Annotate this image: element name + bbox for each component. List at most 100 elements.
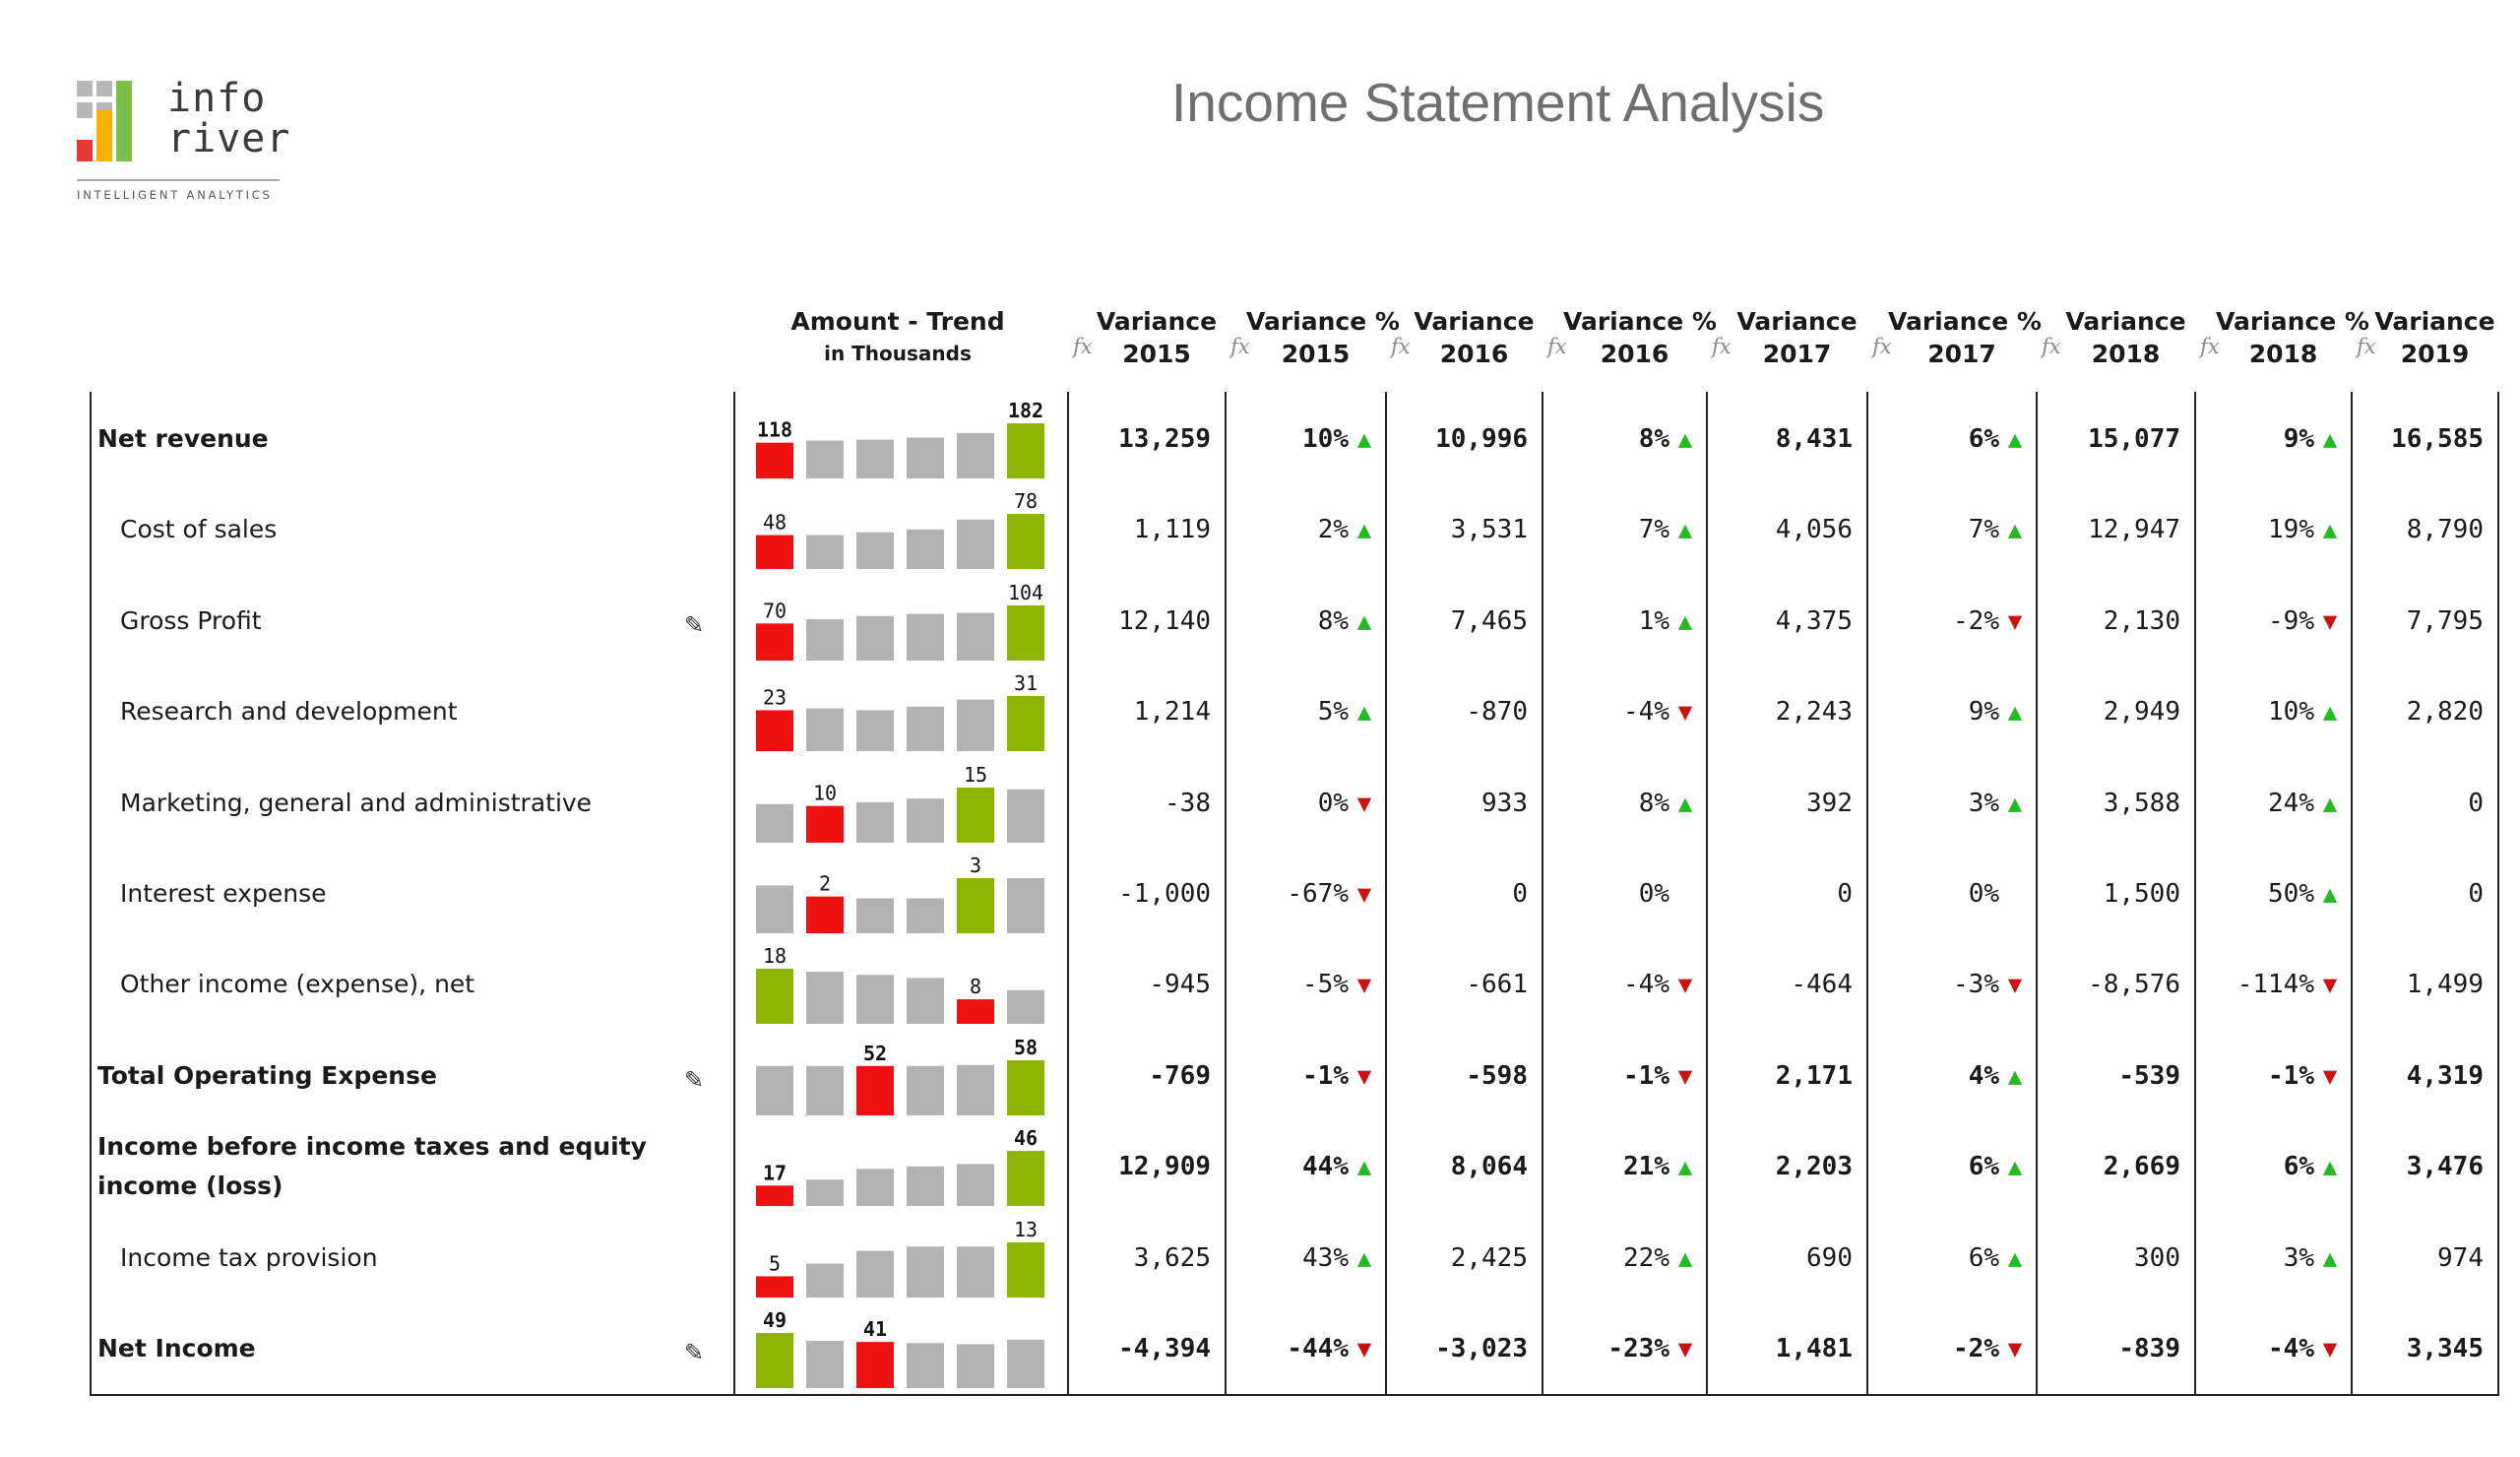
table-row[interactable]: Cost of sales 48 78 1,119 2% ▲ 3,531 7% ▲ 4,056 7%…	[90, 484, 2497, 575]
fx-icon[interactable]: fx	[1712, 335, 1732, 358]
variance-cell[interactable]: 15,077	[2088, 424, 2180, 454]
variance-percent-cell[interactable]: 8% ▲	[1542, 394, 1698, 484]
trend-bar[interactable]	[907, 898, 944, 933]
trend-bar[interactable]	[1007, 604, 1044, 661]
trend-bar[interactable]	[856, 1342, 894, 1388]
trend-bar[interactable]	[907, 530, 944, 570]
trend-bar[interactable]	[806, 805, 844, 843]
variance-cell[interactable]: 2,425	[1450, 1242, 1528, 1273]
variance-percent-cell[interactable]: 44% ▲	[1225, 1121, 1377, 1212]
variance-cell[interactable]: -539	[2118, 1060, 2180, 1091]
trend-bar[interactable]	[1007, 789, 1044, 843]
variance-cell[interactable]: 3,625	[1133, 1242, 1211, 1273]
trend-bar[interactable]	[957, 520, 994, 570]
variance-percent-cell[interactable]: 3% ▲	[2194, 1213, 2343, 1303]
trend-bar[interactable]	[1007, 1241, 1044, 1298]
variance-percent-cell[interactable]: 2% ▲	[1225, 484, 1377, 575]
trend-bar[interactable]	[806, 896, 844, 933]
variance-cell[interactable]: 12,909	[1118, 1152, 1211, 1182]
fx-icon[interactable]: fx	[2200, 335, 2220, 358]
fx-icon[interactable]: fx	[1547, 335, 1567, 358]
trend-bar[interactable]	[907, 613, 944, 661]
variance-cell[interactable]: 0	[2468, 788, 2484, 818]
variance-cell[interactable]: 1,500	[2103, 879, 2180, 909]
variance-percent-cell[interactable]: 10% ▲	[1225, 394, 1377, 484]
variance-percent-cell[interactable]: 4% ▲	[1866, 1031, 2028, 1121]
variance-percent-cell[interactable]: 6% ▲	[1866, 394, 2028, 484]
variance-percent-cell[interactable]: 0%	[1968, 879, 1999, 909]
variance-percent-cell[interactable]: -4% ▼	[1542, 939, 1698, 1030]
variance-percent-cell[interactable]: 6% ▲	[1866, 1121, 2028, 1212]
variance-cell[interactable]: 7,465	[1450, 605, 1528, 636]
trend-bar[interactable]	[806, 708, 844, 752]
variance-percent-cell[interactable]: -2% ▼	[1866, 1303, 2028, 1394]
column-header-variance-2018[interactable]: fx Variance % 2018	[2200, 307, 2369, 368]
trend-bar[interactable]	[1007, 1339, 1044, 1388]
variance-percent-cell[interactable]: 7% ▲	[1542, 484, 1698, 575]
trend-bar[interactable]	[756, 623, 793, 661]
variance-cell[interactable]: 300	[2134, 1242, 2180, 1273]
variance-cell[interactable]: -3,023	[1435, 1334, 1528, 1363]
variance-percent-cell[interactable]: 0%	[1638, 879, 1670, 909]
variance-cell[interactable]: 1,214	[1133, 697, 1211, 728]
variance-cell[interactable]: -598	[1466, 1060, 1528, 1091]
variance-cell[interactable]: -769	[1149, 1060, 1211, 1091]
table-row[interactable]: Interest expense 2 3 -1,000 -67% ▼ 0 0% 0 0% 1,500…	[90, 849, 2497, 939]
trend-bar[interactable]	[957, 1164, 994, 1207]
trend-bar[interactable]	[957, 999, 994, 1025]
table-row[interactable]: Net revenue 118 182 13,259 10% ▲ 10,996 8% ▲ 8,43…	[90, 394, 2497, 484]
variance-cell[interactable]: 12,947	[2088, 515, 2180, 545]
variance-percent-cell[interactable]: 9% ▲	[2194, 394, 2343, 484]
trend-bar[interactable]	[907, 797, 944, 843]
trend-bar[interactable]	[856, 439, 894, 478]
table-row[interactable]: Research and development 23 31 1,214 5% ▲ -870…	[90, 666, 2497, 757]
variance-percent-cell[interactable]: -2% ▼	[1866, 576, 2028, 666]
variance-cell[interactable]: -464	[1791, 970, 1853, 1000]
trend-bar[interactable]	[756, 969, 793, 1025]
variance-cell[interactable]: 3,531	[1450, 515, 1528, 545]
trend-bar[interactable]	[856, 533, 894, 570]
variance-cell[interactable]: 690	[1806, 1242, 1853, 1273]
fx-icon[interactable]: fx	[1073, 335, 1093, 358]
variance-percent-cell[interactable]: 24% ▲	[2194, 758, 2343, 849]
variance-cell[interactable]: 12,140	[1118, 605, 1211, 636]
trend-bar[interactable]	[806, 1341, 844, 1388]
variance-cell[interactable]: 3,476	[2406, 1152, 2484, 1182]
trend-bar[interactable]	[907, 978, 944, 1025]
variance-cell[interactable]: 2,669	[2103, 1152, 2180, 1182]
variance-cell[interactable]: 0	[1837, 879, 1853, 909]
table-row[interactable]: Marketing, general and administrative 10 1…	[90, 758, 2497, 849]
variance-cell[interactable]: 2,130	[2103, 605, 2180, 636]
variance-percent-cell[interactable]: -1% ▼	[2194, 1031, 2343, 1121]
edit-pencil-icon[interactable]: ✎	[684, 610, 705, 639]
trend-bar[interactable]	[907, 437, 944, 478]
variance-cell[interactable]: 1,119	[1133, 515, 1211, 545]
variance-percent-cell[interactable]: -4% ▼	[1542, 666, 1698, 757]
column-header-variance-2017[interactable]: fx Variance % 2017	[1872, 307, 2042, 368]
variance-cell[interactable]: 10,996	[1435, 424, 1528, 454]
variance-percent-cell[interactable]: 22% ▲	[1542, 1213, 1698, 1303]
variance-percent-cell[interactable]: -1% ▼	[1225, 1031, 1377, 1121]
edit-pencil-icon[interactable]: ✎	[684, 1339, 705, 1366]
column-header-variance-2016[interactable]: fx Variance 2016	[1391, 307, 1535, 368]
table-row[interactable]: Income before income taxes and equity in…	[90, 1121, 2497, 1212]
variance-cell[interactable]: 8,064	[1450, 1152, 1528, 1182]
variance-percent-cell[interactable]: -9% ▼	[2194, 576, 2343, 666]
variance-cell[interactable]: 1,499	[2406, 970, 2484, 1000]
variance-cell[interactable]: 0	[1512, 879, 1528, 909]
variance-percent-cell[interactable]: 19% ▲	[2194, 484, 2343, 575]
variance-percent-cell[interactable]: -5% ▼	[1225, 939, 1377, 1030]
trend-bar[interactable]	[957, 432, 994, 478]
trend-bar[interactable]	[756, 1065, 793, 1115]
variance-percent-cell[interactable]: 8% ▲	[1225, 576, 1377, 666]
column-header-variance-2019[interactable]: fx Variance 2019	[2357, 307, 2495, 368]
variance-percent-cell[interactable]: -23% ▼	[1542, 1303, 1698, 1394]
fx-icon[interactable]: fx	[1872, 335, 1892, 358]
column-header-variance-2017[interactable]: fx Variance 2017	[1712, 307, 1858, 368]
variance-percent-cell[interactable]: 21% ▲	[1542, 1121, 1698, 1212]
variance-cell[interactable]: 2,243	[1775, 697, 1853, 728]
trend-bar[interactable]	[856, 975, 894, 1025]
trend-bar[interactable]	[907, 1245, 944, 1298]
trend-bar[interactable]	[907, 1167, 944, 1207]
variance-cell[interactable]: -839	[2118, 1334, 2180, 1363]
